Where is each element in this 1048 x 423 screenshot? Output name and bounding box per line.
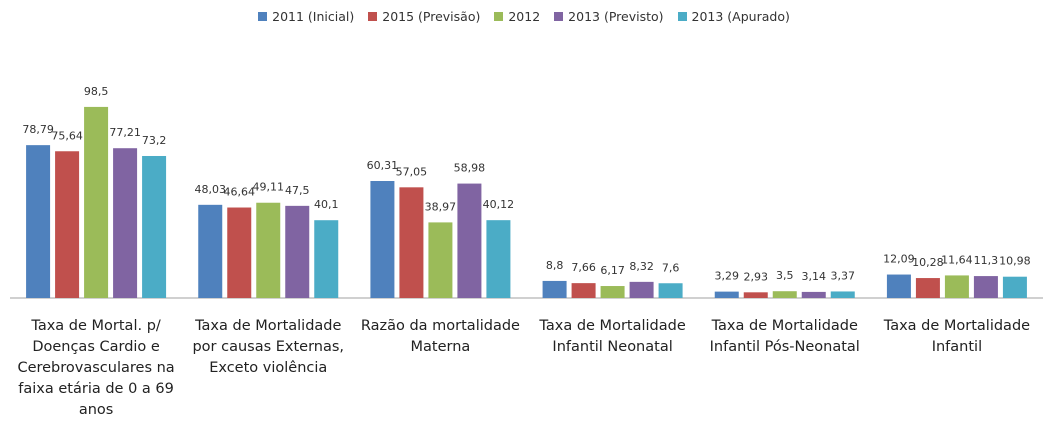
data-label: 3,14 xyxy=(802,270,827,283)
data-label: 8,32 xyxy=(629,260,654,273)
legend: 2011 (Inicial) 2015 (Previsão) 2012 2013 (P… xyxy=(0,9,1048,24)
bar xyxy=(142,155,167,298)
legend-swatch xyxy=(554,12,564,21)
bar xyxy=(314,220,339,298)
data-label: 58,98 xyxy=(454,162,486,175)
legend-swatch xyxy=(677,12,687,21)
data-label: 12,09 xyxy=(883,253,915,266)
x-tick-label: Taxa de Mortalidade por causas Externas,… xyxy=(192,318,345,376)
x-tick-label: Taxa de Mortalidade Infantil xyxy=(883,318,1031,355)
bar xyxy=(571,283,596,298)
data-label: 10,28 xyxy=(912,256,944,269)
legend-swatch xyxy=(258,12,268,21)
bar xyxy=(944,275,969,298)
data-label: 6,17 xyxy=(600,264,625,277)
data-label: 10,98 xyxy=(999,255,1031,268)
bar xyxy=(542,280,567,298)
legend-label: 2015 (Previsão) xyxy=(382,9,481,24)
legend-item: 2015 (Previsão) xyxy=(368,9,480,24)
legend-swatch xyxy=(494,12,504,21)
bar xyxy=(113,148,138,298)
data-label: 3,5 xyxy=(776,269,794,282)
data-label: 8,8 xyxy=(546,259,564,272)
data-label: 7,6 xyxy=(662,261,680,274)
legend-item: 2013 (Previsto) xyxy=(554,9,664,24)
bar xyxy=(370,180,395,298)
data-label: 2,93 xyxy=(744,270,769,283)
bar xyxy=(486,220,511,298)
bar xyxy=(26,145,51,298)
bar xyxy=(915,278,940,298)
data-label: 7,66 xyxy=(571,261,596,274)
data-label: 98,5 xyxy=(84,85,109,98)
data-label: 38,97 xyxy=(425,200,457,213)
bar xyxy=(714,291,739,298)
bar xyxy=(886,274,911,298)
legend-label: 2012 xyxy=(508,9,541,24)
bar xyxy=(629,281,654,298)
bar xyxy=(84,106,109,298)
bar xyxy=(256,202,281,298)
data-label: 75,64 xyxy=(51,129,83,142)
data-label: 11,3 xyxy=(974,254,999,267)
x-tick-label: Taxa de Mortalidade Infantil Neonatal xyxy=(539,318,686,355)
bar xyxy=(658,283,683,298)
bar xyxy=(973,276,998,298)
bar xyxy=(198,204,223,298)
legend-label: 2011 (Inicial) xyxy=(272,9,355,24)
data-label: 57,05 xyxy=(396,165,428,178)
data-label: 3,29 xyxy=(715,270,740,283)
x-tick-label: Razão da mortalidade Materna xyxy=(360,318,520,355)
bar xyxy=(830,291,855,298)
data-label: 73,2 xyxy=(142,134,167,147)
legend-item: 2011 (Inicial) xyxy=(258,9,354,24)
data-label: 40,1 xyxy=(314,198,339,211)
data-label: 3,37 xyxy=(831,269,856,282)
legend-item: 2012 xyxy=(494,9,540,24)
data-label: 49,11 xyxy=(253,181,285,194)
data-label: 78,79 xyxy=(22,123,54,136)
bar xyxy=(801,291,826,298)
data-label: 46,64 xyxy=(224,186,256,199)
legend-label: 2013 (Apurado) xyxy=(691,9,790,24)
bar xyxy=(457,183,482,298)
data-label: 48,03 xyxy=(195,183,227,196)
x-tick-label: Taxa de Mortal. p/ Doenças Cardio e Cere… xyxy=(17,318,175,418)
bar xyxy=(285,205,310,298)
bar xyxy=(743,292,768,298)
data-label: 11,64 xyxy=(941,253,973,266)
bar xyxy=(399,187,424,298)
bar xyxy=(1002,276,1027,298)
data-label: 40,12 xyxy=(483,198,515,211)
data-label: 47,5 xyxy=(285,184,310,197)
bar xyxy=(600,286,625,298)
data-label: 60,31 xyxy=(367,159,399,172)
bar xyxy=(772,291,797,298)
x-tick-label: Taxa de Mortalidade Infantil Pós-Neonata… xyxy=(709,318,860,355)
bar xyxy=(428,222,453,298)
legend-swatch xyxy=(368,12,378,21)
bar xyxy=(55,151,80,298)
legend-label: 2013 (Previsto) xyxy=(568,9,664,24)
data-label: 77,21 xyxy=(109,126,141,139)
bar xyxy=(227,207,252,298)
legend-item: 2013 (Apurado) xyxy=(677,9,790,24)
